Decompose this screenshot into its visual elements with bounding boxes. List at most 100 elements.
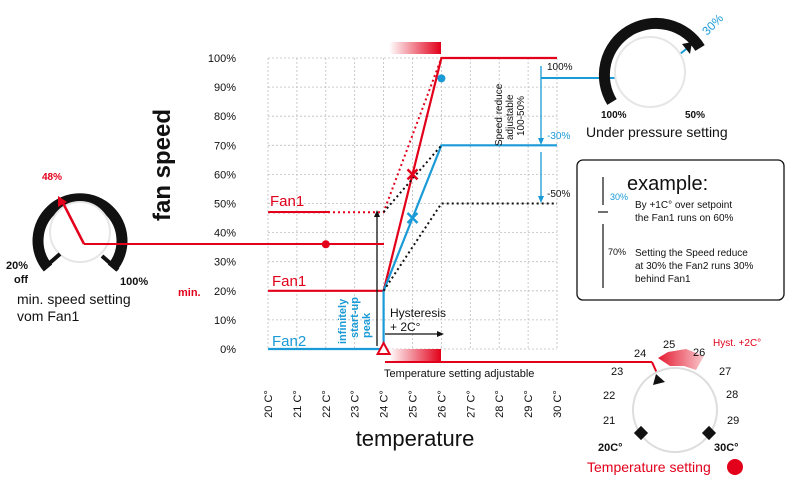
x-tick-label: 22 C° — [321, 390, 333, 418]
pressure-knob-face — [614, 36, 686, 108]
speed-reduce-line1: Speed reduce — [494, 83, 505, 146]
fan1-lower-label: Fan1 — [272, 273, 306, 290]
dial-num-29: 29 — [727, 415, 739, 427]
pressure-knob-ring — [598, 17, 705, 105]
min-speed-knob-needle — [60, 200, 86, 245]
pct-100-label: 100% — [547, 62, 573, 73]
min-speed-right-label: 100% — [120, 276, 148, 288]
min-speed-caption-1: min. speed setting — [17, 291, 131, 307]
x-tick-label: 24 C° — [379, 390, 391, 418]
startup-peak-line3: peak — [361, 312, 373, 338]
marker-cross-1 — [406, 168, 419, 181]
speed-reduce-line2: adjustable — [505, 94, 516, 140]
x-tick-label: 30 C° — [552, 390, 564, 418]
speed-reduce-line3: 100-50% — [516, 96, 527, 136]
bottom-gradient-bar — [389, 349, 441, 362]
temp-dial-left-stop — [633, 425, 649, 441]
pressure-left-label: 100% — [601, 110, 627, 121]
y-tick-label: 90% — [214, 82, 236, 94]
x-tick-label: 21 C° — [292, 390, 304, 418]
y-tick-label: 30% — [214, 257, 236, 269]
dial-num-28: 28 — [726, 389, 738, 401]
temp-adjustable-label: Temperature setting adjustable — [384, 368, 534, 380]
x-axis-title: temperature — [356, 426, 475, 451]
temp-setting-indicator-dot — [727, 459, 743, 475]
y-tick-label: 0% — [220, 344, 236, 356]
pressure-knob-arrowhead — [682, 42, 692, 54]
min-speed-knob-value: 48% — [42, 172, 62, 183]
min-label: min. — [178, 287, 201, 299]
example-row2-pct: 70% — [608, 247, 626, 257]
example-row1-pct: 30% — [610, 192, 628, 202]
temp-dial-right-stop — [701, 425, 717, 441]
example-row2-line1: Setting the Speed reduce — [635, 248, 748, 259]
min-speed-knob-face — [49, 201, 111, 263]
hysteresis-arrowhead — [437, 331, 444, 337]
x-axis-ticks: 20 C° 21 C° 22 C° 23 C° 24 C° 25 C° 26 C° 27 C°… — [263, 390, 564, 418]
y-tick-label: 40% — [214, 228, 236, 240]
pressure-caption: Under pressure setting — [586, 124, 728, 140]
pressure-arrowhead-bottom — [538, 196, 544, 203]
min-speed-caption-2: vom Fan1 — [17, 308, 79, 324]
temp-dial-face — [632, 367, 718, 453]
dial-hyst-label: Hyst. +2C° — [713, 338, 761, 349]
temp-setting-caption: Temperature setting — [587, 459, 711, 475]
x-tick-label: 25 C° — [408, 390, 420, 418]
temp-dial-pointer — [653, 374, 665, 385]
dial-num-23: 23 — [611, 366, 623, 378]
y-tick-label: 10% — [214, 315, 236, 327]
y-tick-label: 100% — [208, 53, 236, 65]
dial-right-label: 30C° — [714, 442, 739, 454]
y-axis-title: fan speed — [149, 109, 176, 221]
hysteresis-value: + 2C° — [390, 320, 421, 334]
marker-dot-3 — [437, 74, 446, 83]
min-speed-knob-ring — [32, 193, 128, 272]
marker-triangle-4 — [375, 340, 392, 355]
x-tick-label: 29 C° — [523, 390, 535, 418]
min-speed-knob-right-tick — [100, 254, 120, 272]
temperature-dial[interactable] — [632, 349, 718, 453]
x-tick-label: 20 C° — [263, 390, 275, 418]
dial-num-26: 26 — [693, 347, 705, 359]
dial-num-24: 24 — [634, 348, 646, 360]
example-row2-line3: behind Fan1 — [635, 274, 691, 285]
pct-minus50-label: -50% — [547, 189, 570, 200]
example-row1-line1: By +1C° over setpoint — [635, 200, 732, 211]
min-speed-knob-arrowhead — [58, 196, 67, 207]
pressure-arrowhead-top — [538, 138, 544, 145]
marker-cross-2 — [406, 212, 419, 224]
x-tick-label: 26 C° — [436, 390, 448, 418]
example-title: example: — [627, 173, 708, 195]
x-tick-label: 28 C° — [494, 390, 506, 418]
dial-num-21: 21 — [603, 415, 615, 427]
startup-peak-arrowhead — [374, 210, 380, 217]
min-speed-knob-left-tick — [42, 252, 62, 270]
y-tick-label: 70% — [214, 140, 236, 152]
temp-dial-hyst-arc — [658, 349, 704, 370]
min-speed-knob[interactable] — [32, 193, 128, 272]
fan2-label: Fan2 — [272, 333, 306, 350]
pressure-knob-value: 30% — [699, 11, 726, 38]
y-tick-label: 50% — [214, 199, 236, 211]
y-tick-label: 20% — [214, 286, 236, 298]
fan1-upper-label: Fan1 — [270, 193, 304, 210]
dial-num-25: 25 — [663, 339, 675, 351]
y-tick-label: 60% — [214, 169, 236, 181]
x-tick-label: 23 C° — [350, 390, 362, 418]
startup-peak-line1: infinitely — [337, 298, 349, 344]
top-gradient-bar — [389, 42, 441, 54]
dial-num-22: 22 — [603, 390, 615, 402]
example-row1-line2: the Fan1 runs on 60% — [635, 213, 734, 224]
pct-minus30-label: -30% — [547, 131, 570, 142]
pressure-right-label: 50% — [685, 110, 705, 121]
startup-peak-line2: start-up — [349, 297, 361, 338]
series-line-3 — [382, 202, 557, 292]
y-tick-label: 80% — [214, 111, 236, 123]
under-pressure-knob[interactable] — [598, 17, 705, 108]
example-box — [576, 159, 785, 301]
example-row2-line2: at 30% the Fan2 runs 30% — [635, 261, 754, 272]
hysteresis-label: Hysteresis — [390, 306, 446, 320]
min-speed-off-label: off — [14, 274, 28, 286]
